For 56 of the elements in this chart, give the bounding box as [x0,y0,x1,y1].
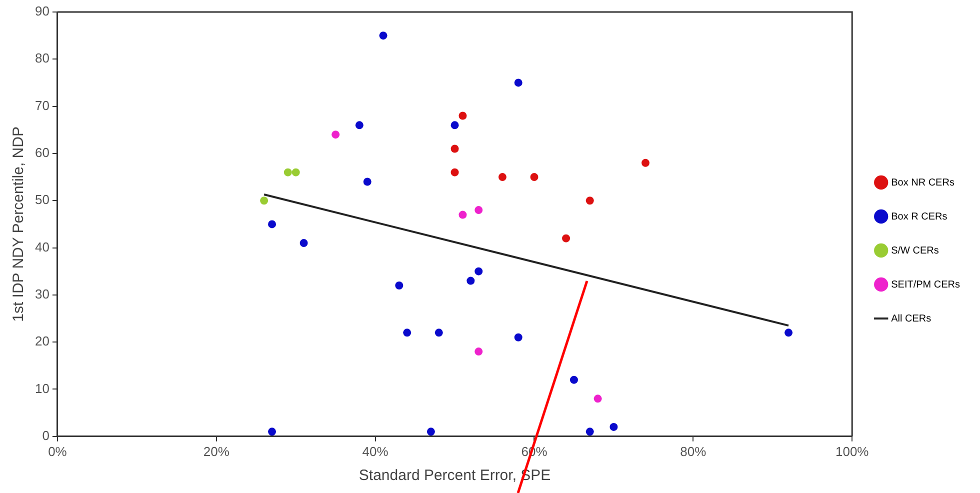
y-tick-label: 50 [34,192,50,208]
y-tick-label: 30 [34,286,50,302]
point [514,333,522,342]
y-tick-label: 80 [34,50,50,66]
point [268,220,276,228]
point [403,328,412,337]
point [474,267,483,276]
point [450,121,459,130]
point [458,112,467,120]
point [434,328,443,337]
legend-label: Box R CERs [891,211,948,222]
point [292,168,300,176]
point [426,428,435,436]
point [641,158,650,167]
y-tick-label: 0 [42,428,50,443]
point [466,276,475,285]
point [498,173,506,182]
legend-label: All CERs [891,313,932,324]
x-tick-label: 20% [203,444,230,459]
point [458,210,467,219]
point [586,428,594,436]
y-tick-label: 90 [34,4,50,19]
point [268,428,276,436]
point [300,239,308,248]
x-tick-label: 0% [48,444,68,459]
y-tick-label: 70 [34,98,50,113]
x-tick-label: 100% [835,444,870,459]
y-tick-label: 10 [34,380,50,396]
point [450,144,459,153]
y-tick-label: 40 [34,239,50,254]
point [562,234,570,242]
point [610,422,618,431]
point [284,168,292,176]
point [395,282,404,290]
point [474,206,483,214]
point [570,376,578,384]
point [530,173,538,182]
y-tick-label: 20 [34,334,50,349]
legend-label: Box NR CERs [891,177,954,188]
point [379,32,388,40]
point [450,168,459,176]
y-tick-label: 60 [34,145,50,160]
point [332,130,340,139]
point [514,78,522,87]
point [260,196,268,205]
point [355,121,364,130]
point [784,328,793,337]
point [474,348,483,356]
y-axis-title: 1st IDP NDY Percentile, NDP [10,126,28,322]
point [586,196,594,205]
x-tick-label: 40% [362,444,389,459]
legend-label: SEIT/PM CERs [891,279,960,290]
point [363,178,372,186]
x-tick-label: 80% [680,444,707,459]
legend-label: S/W CERs [891,245,939,256]
point [594,394,602,403]
